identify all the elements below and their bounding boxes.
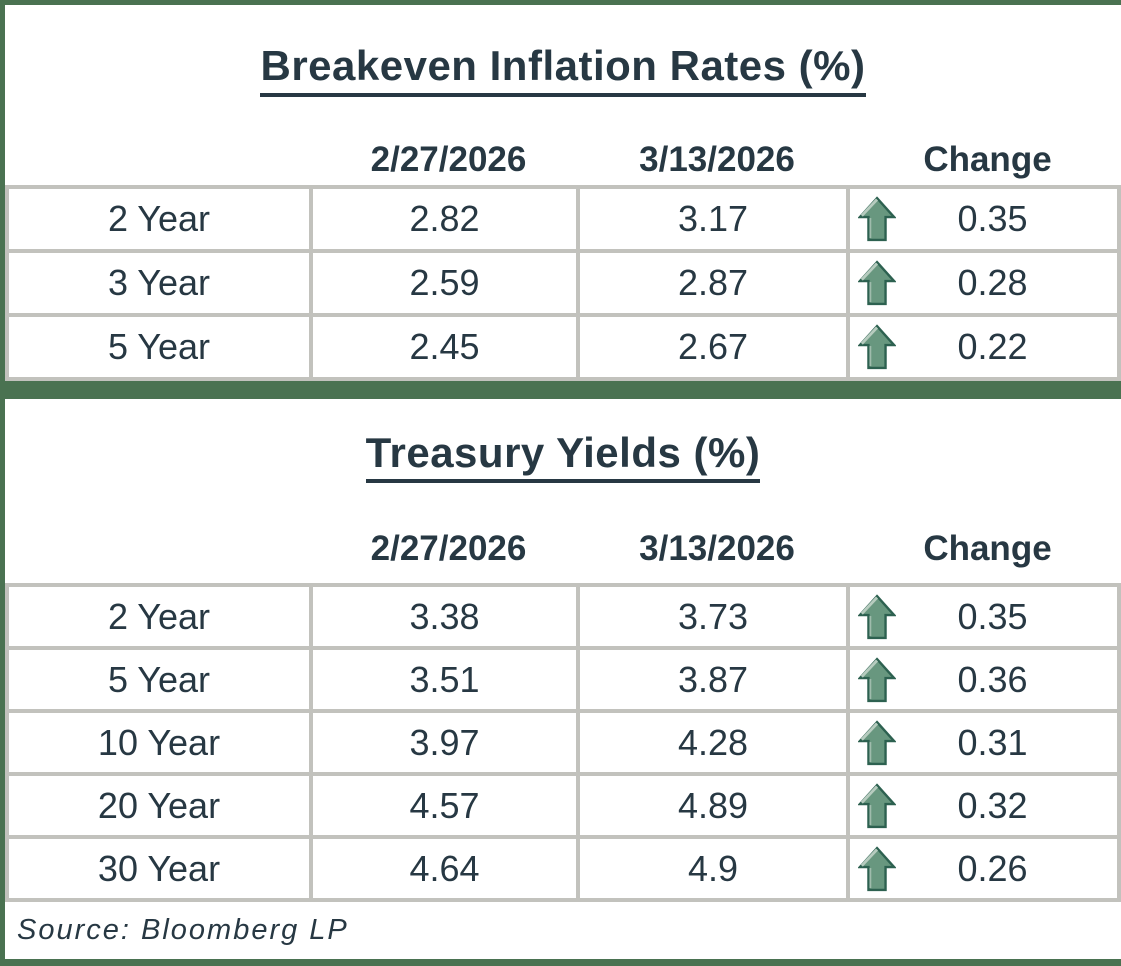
- change-value: 0.22: [957, 326, 1028, 367]
- change-cell: 0.35: [850, 189, 1117, 249]
- up-arrow-icon: [858, 260, 896, 306]
- up-arrow-icon: [858, 196, 896, 242]
- change-value: 0.35: [957, 198, 1028, 239]
- value-date-2: 3.87: [580, 650, 846, 709]
- change-value: 0.31: [957, 721, 1028, 763]
- up-arrow-icon: [858, 656, 896, 703]
- change-cell: 0.36: [850, 650, 1117, 709]
- change-value: 0.32: [957, 784, 1028, 826]
- value-date-2: 4.9: [580, 839, 846, 898]
- up-arrow-icon: [858, 782, 896, 829]
- change-cell: 0.32: [850, 776, 1117, 835]
- column-header-date-1: 2/27/2026: [370, 140, 527, 179]
- change-cell: 0.26: [850, 839, 1117, 898]
- row-label: 2 Year: [9, 189, 309, 249]
- value-date-1: 4.64: [313, 839, 576, 898]
- change-cell: 0.35: [850, 587, 1117, 646]
- row-label: 5 Year: [9, 317, 309, 377]
- change-value: 0.28: [957, 262, 1028, 303]
- row-label: 5 Year: [9, 650, 309, 709]
- value-date-1: 4.57: [313, 776, 576, 835]
- column-header-change: Change: [923, 140, 1052, 179]
- row-label: 2 Year: [9, 587, 309, 646]
- column-headers: 2/27/2026 3/13/2026 Change: [5, 135, 1121, 185]
- value-date-1: 2.45: [313, 317, 576, 377]
- value-date-1: 3.38: [313, 587, 576, 646]
- table-title-block: Treasury Yields (%): [5, 399, 1121, 514]
- column-headers: 2/27/2026 3/13/2026 Change: [5, 514, 1121, 583]
- row-label: 30 Year: [9, 839, 309, 898]
- source-text: Source: Bloomberg LP: [17, 914, 349, 946]
- row-label: 20 Year: [9, 776, 309, 835]
- value-date-2: 2.87: [580, 253, 846, 313]
- source-attribution: Source: Bloomberg LP: [5, 902, 1121, 959]
- value-date-2: 3.17: [580, 189, 846, 249]
- table-title-block: Breakeven Inflation Rates (%): [5, 5, 1121, 135]
- data-rows: 2 Year 3.38 3.73 0.35 5 Year 3.51 3.87: [5, 583, 1121, 902]
- column-header-date-2: 3/13/2026: [639, 140, 795, 179]
- table-title: Breakeven Inflation Rates (%): [260, 43, 866, 97]
- up-arrow-icon: [858, 719, 896, 766]
- change-cell: 0.31: [850, 713, 1117, 772]
- value-date-1: 2.82: [313, 189, 576, 249]
- section-divider: [5, 381, 1121, 399]
- change-value: 0.35: [957, 595, 1028, 637]
- up-arrow-icon: [858, 324, 896, 370]
- change-cell: 0.22: [850, 317, 1117, 377]
- value-date-2: 4.89: [580, 776, 846, 835]
- change-value: 0.26: [957, 847, 1028, 889]
- column-header-date-2: 3/13/2026: [639, 528, 795, 568]
- column-header-date-1: 2/27/2026: [370, 528, 527, 568]
- value-date-1: 3.51: [313, 650, 576, 709]
- value-date-2: 2.67: [580, 317, 846, 377]
- table-title: Treasury Yields (%): [365, 429, 761, 484]
- row-label-column-spacer: [13, 135, 313, 185]
- up-arrow-icon: [858, 593, 896, 640]
- change-value: 0.36: [957, 658, 1028, 700]
- column-header-change: Change: [923, 528, 1052, 568]
- treasury-yields-table: Treasury Yields (%) 2/27/2026 3/13/2026 …: [5, 399, 1121, 902]
- value-date-2: 3.73: [580, 587, 846, 646]
- value-date-2: 4.28: [580, 713, 846, 772]
- row-label: 10 Year: [9, 713, 309, 772]
- row-label-column-spacer: [13, 514, 313, 583]
- up-arrow-icon: [858, 845, 896, 892]
- change-cell: 0.28: [850, 253, 1117, 313]
- row-label: 3 Year: [9, 253, 309, 313]
- value-date-1: 2.59: [313, 253, 576, 313]
- value-date-1: 3.97: [313, 713, 576, 772]
- breakeven-inflation-table: Breakeven Inflation Rates (%) 2/27/2026 …: [5, 5, 1121, 381]
- data-rows: 2 Year 2.82 3.17 0.35 3 Year 2.59 2.87: [5, 185, 1121, 381]
